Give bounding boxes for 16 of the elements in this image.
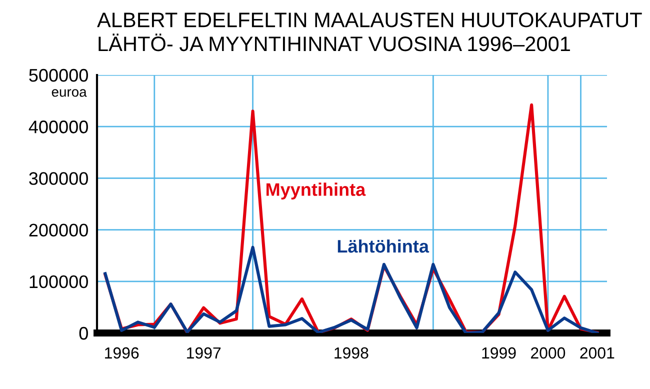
y-axis-title: euroa [52,89,87,97]
x-tick-label: 1999 [482,347,516,359]
x-tick-label: 1997 [187,347,221,359]
x-tick-label: 1998 [334,347,368,359]
x-tick-label: 1996 [105,347,139,359]
x-tick-label: 2001 [580,347,614,359]
y-tick-label: 0 [79,326,88,340]
y-tick-label: 300000 [29,172,88,185]
x-tick-label: 2000 [531,347,566,359]
series-label: Myyntihinta [266,182,366,200]
y-tick-label: 500000 [29,68,88,82]
series-label: Lähtöhinta [338,239,430,253]
y-tick-label: 200000 [29,224,88,237]
y-tick-label: 100000 [30,275,88,288]
y-tick-label: 400000 [28,120,88,134]
chart-title: ALBERT EDELFELTIN MAALAUSTEN HUUTOKAUPATUT LÄHTÖ- JA MYYNTIHINNAT VUOSINA 1996–2001 [97,12,642,52]
